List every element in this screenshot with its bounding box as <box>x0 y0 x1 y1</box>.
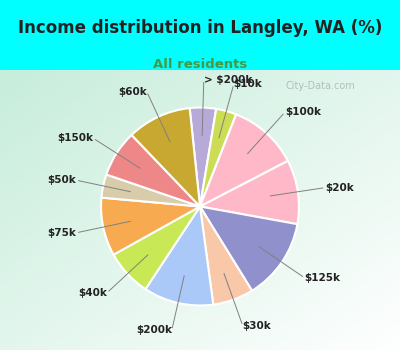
Text: $40k: $40k <box>78 288 107 298</box>
Wedge shape <box>190 107 216 206</box>
Wedge shape <box>102 175 200 206</box>
Wedge shape <box>200 206 297 291</box>
Text: All residents: All residents <box>153 58 247 71</box>
Text: City-Data.com: City-Data.com <box>285 81 355 91</box>
Wedge shape <box>200 206 252 304</box>
Text: $50k: $50k <box>47 175 76 185</box>
Wedge shape <box>200 114 288 206</box>
Wedge shape <box>101 198 200 255</box>
Text: $100k: $100k <box>285 107 321 117</box>
Text: $20k: $20k <box>325 183 354 193</box>
Text: $75k: $75k <box>47 228 76 238</box>
Text: $10k: $10k <box>234 79 262 89</box>
Text: $30k: $30k <box>243 321 272 331</box>
Wedge shape <box>146 206 213 306</box>
Text: $150k: $150k <box>57 133 93 143</box>
Wedge shape <box>200 109 236 206</box>
Wedge shape <box>114 206 200 289</box>
Text: $60k: $60k <box>118 86 147 97</box>
Text: $200k: $200k <box>136 325 172 335</box>
Text: Income distribution in Langley, WA (%): Income distribution in Langley, WA (%) <box>18 19 382 37</box>
Text: $125k: $125k <box>305 273 341 283</box>
Text: > $200k: > $200k <box>204 75 252 85</box>
Wedge shape <box>106 135 200 206</box>
Wedge shape <box>132 108 200 206</box>
Wedge shape <box>200 161 299 224</box>
